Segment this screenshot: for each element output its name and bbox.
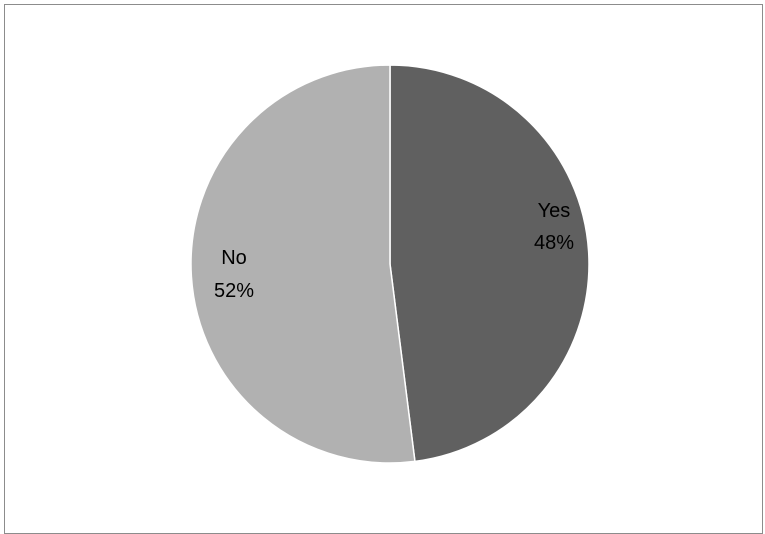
label-yes-name: Yes [538, 200, 571, 222]
label-no-percent: 52% [214, 280, 254, 302]
pie-slice-no [190, 64, 416, 464]
label-no-name: No [221, 247, 247, 269]
pie-slices [190, 64, 590, 464]
pie-slice-yes [389, 64, 590, 463]
label-yes-percent: 48% [534, 232, 574, 254]
pie-chart: Yes 48% No 52% [190, 64, 590, 464]
